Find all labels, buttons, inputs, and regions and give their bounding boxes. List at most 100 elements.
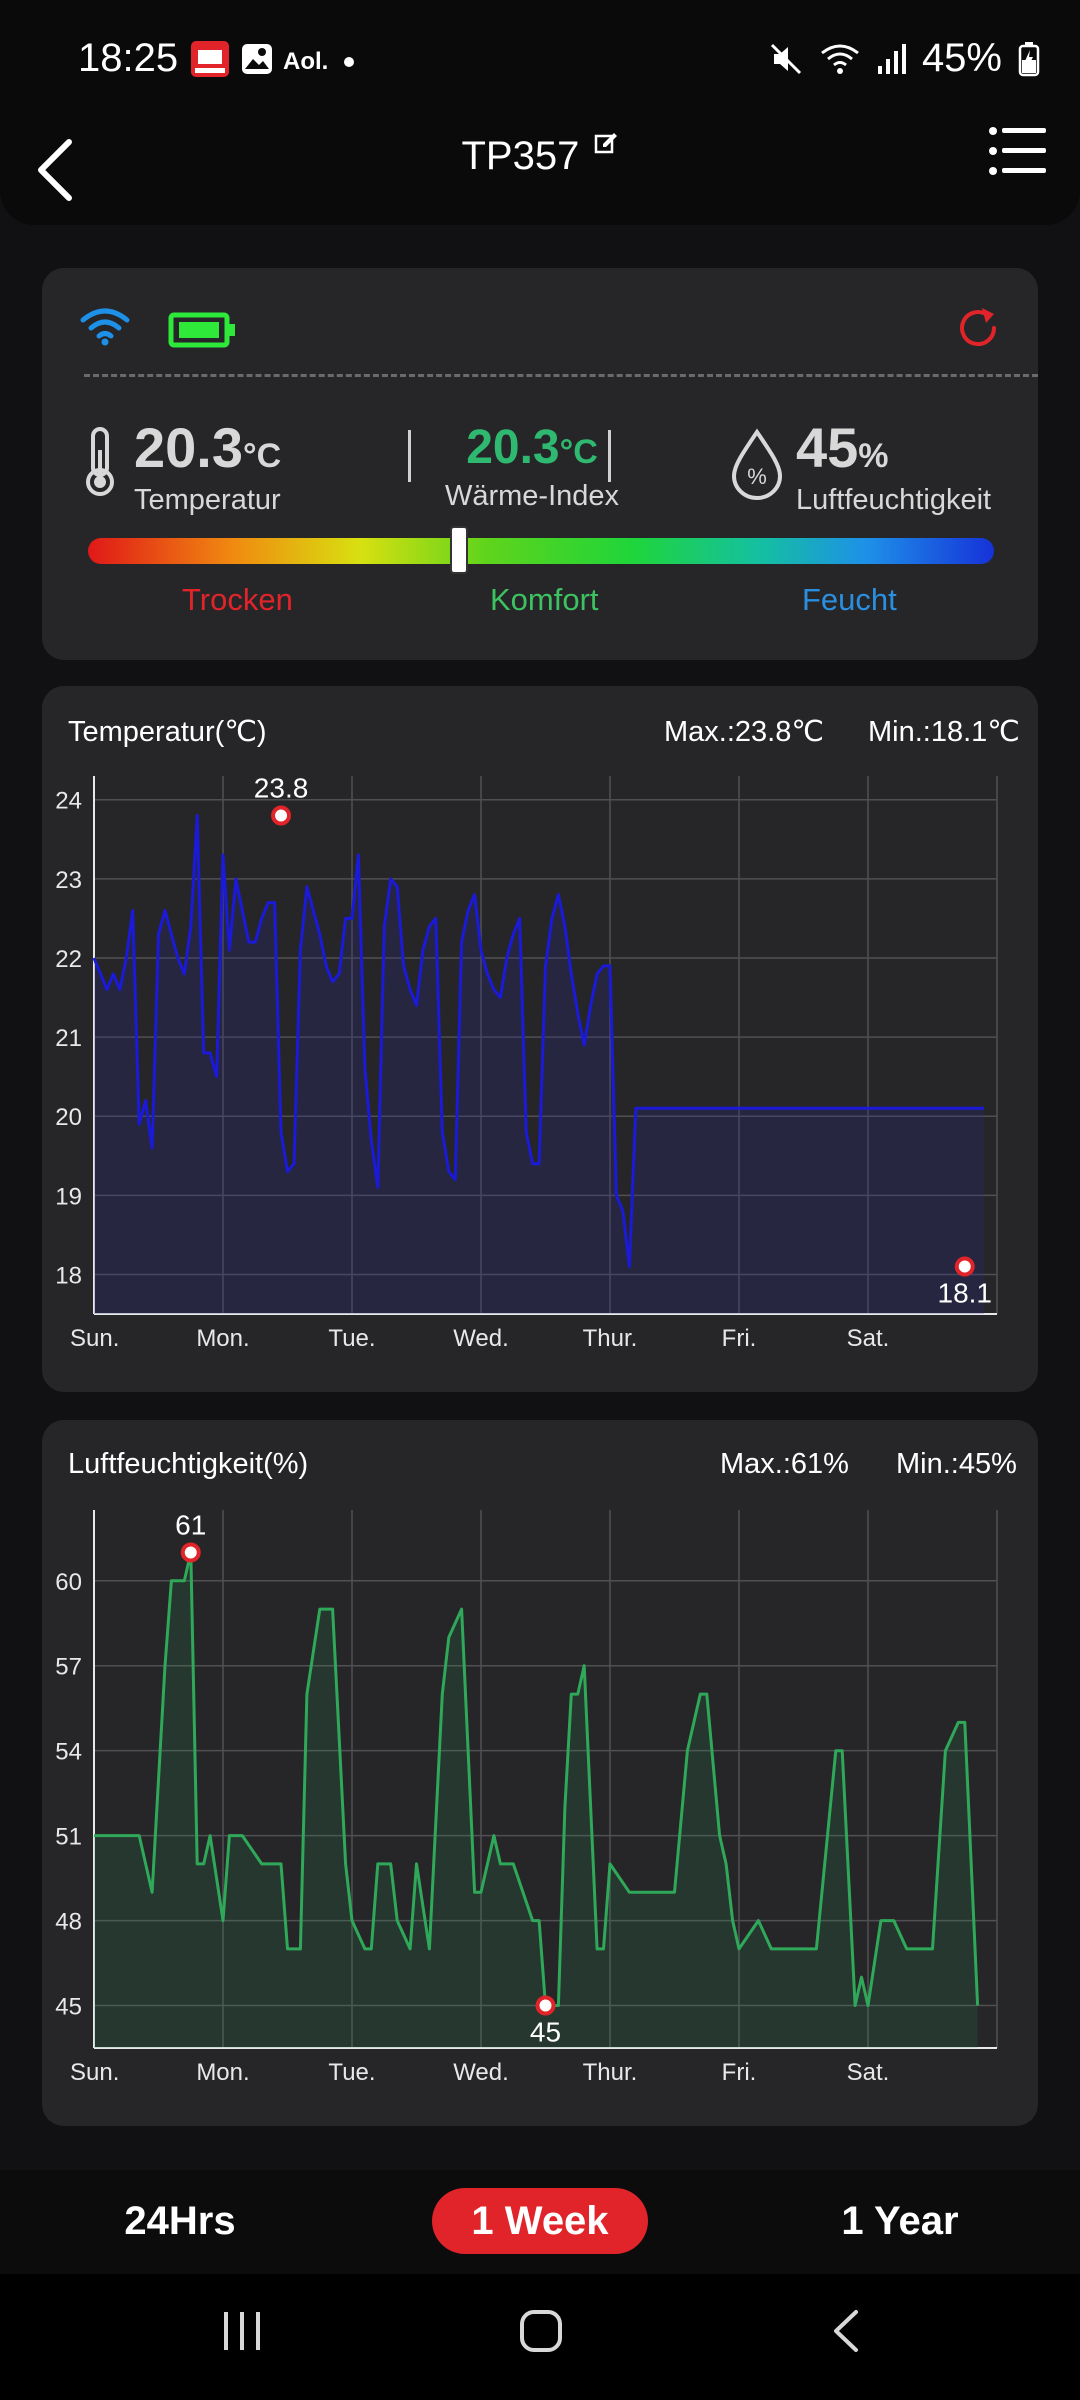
signal-icon — [877, 43, 906, 74]
separator-right — [608, 430, 611, 482]
temperature-reading: 20.3°C Temperatur — [134, 420, 281, 517]
notification-dot-icon — [344, 57, 354, 67]
tab-1-week[interactable]: 1 Week — [432, 2188, 648, 2254]
back-nav-icon[interactable] — [828, 2308, 862, 2354]
x-tick-label: Fri. — [722, 1325, 757, 1352]
temperature-min-label: Min.:18.1℃ — [868, 716, 1020, 748]
min-point-label: 18.1 — [938, 1278, 993, 1309]
humidity-drop-icon: % — [731, 428, 783, 500]
recent-apps-icon[interactable] — [220, 2308, 264, 2354]
tab-1-year[interactable]: 1 Year — [841, 2198, 959, 2243]
x-tick-label: Tue. — [328, 1325, 375, 1352]
humidity-chart-title: Luftfeuchtigkeit(%) — [68, 1448, 309, 1480]
aol-notification: Aol. — [283, 48, 329, 75]
x-tick-label: Mon. — [196, 1325, 249, 1352]
wifi-status-icon — [821, 44, 859, 74]
divider — [84, 374, 1038, 377]
max-point-marker — [271, 805, 292, 826]
home-icon[interactable] — [518, 2308, 564, 2354]
wifi-connection-icon — [80, 308, 130, 346]
temperature-max-label: Max.:23.8℃ — [664, 716, 824, 748]
temperature-label: Temperatur — [134, 484, 281, 516]
max-point-label: 23.8 — [254, 773, 309, 804]
heat-index-value: 20.3 — [466, 421, 560, 474]
clock: 18:25 — [78, 36, 179, 80]
temperature-value: 20.3 — [134, 416, 243, 479]
heat-index-reading: 20.3°C Wärme-Index — [422, 424, 642, 513]
y-tick-label: 24 — [55, 788, 82, 815]
x-tick-label: Fri. — [722, 2059, 757, 2086]
refresh-icon[interactable] — [956, 306, 1000, 350]
separator-left — [408, 430, 411, 482]
min-point-label: 45 — [530, 2017, 561, 2048]
back-button[interactable] — [20, 130, 90, 210]
x-tick-label: Sat. — [847, 1325, 890, 1352]
y-tick-label: 20 — [55, 1104, 82, 1131]
min-point-marker — [954, 1256, 975, 1277]
humidity-reading: 45% Luftfeuchtigkeit — [796, 420, 991, 517]
comfort-gauge-knob — [450, 526, 469, 574]
y-tick-label: 18 — [55, 1262, 82, 1289]
mute-icon — [770, 43, 801, 74]
series-line — [92, 814, 985, 1268]
humidity-chart-card: Luftfeuchtigkeit(%) Max.:61% Min.:45% 45… — [42, 1420, 1038, 2126]
app-notification-icon — [191, 41, 229, 77]
x-tick-label: Tue. — [328, 2059, 375, 2086]
y-tick-label: 48 — [55, 1909, 82, 1936]
back-arrow-icon — [38, 139, 72, 201]
humidity-max-label: Max.:61% — [720, 1448, 849, 1480]
device-title[interactable]: TP357 — [461, 134, 580, 178]
temperature-chart-title: Temperatur(℃) — [68, 716, 267, 748]
y-tick-label: 45 — [55, 1994, 82, 2021]
battery-full-icon — [168, 312, 235, 348]
series-area-fill — [94, 815, 985, 1314]
zone-wet-label: Feucht — [802, 582, 897, 617]
y-tick-label: 19 — [55, 1183, 82, 1210]
menu-button[interactable] — [988, 124, 1058, 194]
y-tick-label: 22 — [55, 946, 82, 973]
y-tick-label: 54 — [55, 1739, 82, 1766]
system-navigation-bar — [0, 2274, 1080, 2400]
temperature-chart-card: Temperatur(℃) Max.:23.8℃ Min.:18.1℃ 18 19… — [42, 686, 1038, 1392]
humidity-min-label: Min.:45% — [896, 1448, 1017, 1480]
y-tick-label: 51 — [55, 1824, 82, 1851]
x-tick-label: Wed. — [453, 1325, 509, 1352]
x-tick-label: Thur. — [583, 2059, 638, 2086]
zone-dry-label: Trocken — [182, 582, 293, 617]
x-tick-label: Sun. — [70, 1325, 119, 1352]
gallery-icon — [242, 44, 272, 74]
time-range-tabs: 24Hrs 1 Week 1 Year — [0, 2170, 1080, 2274]
thermometer-icon — [86, 427, 114, 496]
y-tick-label: 60 — [55, 1569, 82, 1596]
status-icons: 45% — [768, 36, 1040, 81]
battery-charging-icon — [1018, 41, 1040, 76]
y-tick-label: 23 — [55, 867, 82, 894]
svg-text:%: % — [747, 464, 767, 489]
humidity-value: 45 — [796, 416, 859, 479]
x-tick-label: Wed. — [453, 2059, 509, 2086]
temperature-line-chart[interactable]: 18 19 20 21 22 23 24 Sun. Mon. Tue. Wed. Thur. Fri. S… — [42, 766, 1038, 1386]
x-tick-label: Sun. — [70, 2059, 119, 2086]
status-bar: 18:25 Aol. 45% — [0, 0, 1080, 120]
max-point-marker — [180, 1542, 201, 1563]
list-menu-icon — [989, 127, 1046, 175]
humidity-line-chart[interactable]: 45 48 51 54 57 60 Sun. Mon. Tue. Wed. Thur. Fri. Sat… — [42, 1500, 1038, 2120]
battery-percent: 45% — [921, 36, 1002, 80]
x-tick-label: Sat. — [847, 2059, 890, 2086]
title-area[interactable]: TP357 — [0, 133, 1080, 179]
x-tick-label: Thur. — [583, 1325, 638, 1352]
app-header: TP357 — [0, 120, 1080, 225]
y-tick-label: 21 — [55, 1025, 82, 1052]
temperature-unit: °C — [243, 437, 282, 475]
heat-index-unit: °C — [559, 433, 598, 471]
zone-comfort-label: Komfort — [490, 582, 599, 617]
max-point-label: 61 — [175, 1509, 206, 1540]
edit-icon[interactable] — [594, 130, 618, 154]
heat-index-label: Wärme-Index — [444, 480, 620, 512]
series-line — [94, 1551, 980, 2007]
tab-24hrs[interactable]: 24Hrs — [124, 2198, 236, 2243]
min-point-marker — [535, 1995, 556, 2016]
x-tick-label: Mon. — [196, 2059, 249, 2086]
y-tick-label: 57 — [55, 1654, 82, 1681]
humidity-label: Luftfeuchtigkeit — [796, 484, 992, 516]
